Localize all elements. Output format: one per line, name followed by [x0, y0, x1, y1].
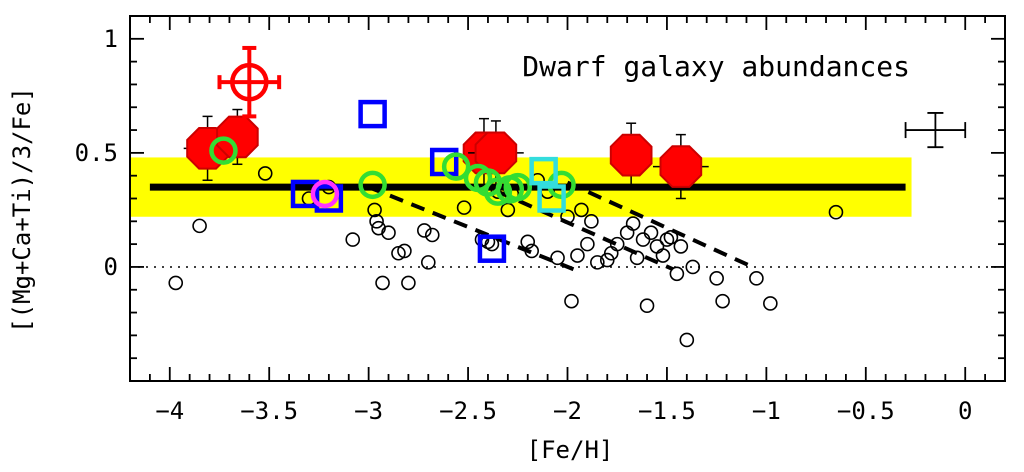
- x-tick-label: −0.5: [837, 397, 895, 425]
- axes: −4 −3.5 −3 −2.5 −2 −1.5 −1 −0.5 0 0 0.5 1: [75, 15, 1006, 425]
- data-point: [655, 248, 671, 263]
- data-point: [673, 239, 689, 254]
- data-point-square: [537, 184, 566, 213]
- data-point: [619, 225, 635, 241]
- data-point: [168, 275, 184, 291]
- data-point: [625, 216, 641, 231]
- data-point: [580, 236, 595, 252]
- data-point-octagon: [216, 115, 259, 159]
- y-tick-label: 0.5: [75, 139, 118, 167]
- x-tick-label: −2.5: [439, 397, 497, 425]
- x-tick-label: −4: [155, 397, 184, 425]
- dashed-line-3: [566, 180, 754, 269]
- data-point: [456, 200, 472, 215]
- data-point: [669, 266, 685, 282]
- data-point: [397, 243, 412, 259]
- x-axis-label: [Fe/H]: [527, 436, 614, 464]
- data-point: [763, 296, 778, 311]
- data-point: [520, 234, 536, 250]
- data-point-octagon: [659, 145, 703, 188]
- data-point-circle: [310, 179, 340, 209]
- data-marks: [168, 45, 844, 348]
- data-point: [709, 271, 724, 286]
- x-tick-label: −3: [354, 397, 383, 425]
- data-point: [524, 243, 540, 259]
- data-point-circle: [503, 172, 533, 202]
- data-point: [367, 202, 382, 218]
- chart-title: Dwarf galaxy abundances: [522, 50, 910, 83]
- data-point-square: [358, 99, 387, 129]
- data-point: [420, 255, 436, 270]
- data-point: [391, 245, 406, 261]
- data-point: [590, 255, 605, 270]
- data-point-circle: [209, 136, 238, 165]
- data-point-circle: [358, 170, 387, 200]
- x-tick-label: −1.5: [638, 397, 696, 425]
- data-point: [584, 214, 599, 229]
- data-point: [345, 232, 361, 247]
- data-point: [401, 275, 416, 291]
- data-point-circle: [441, 152, 471, 181]
- data-point: [192, 218, 207, 234]
- data-point: [257, 166, 273, 181]
- data-point: [639, 298, 655, 314]
- data-point: [564, 293, 579, 309]
- data-point: [574, 202, 589, 218]
- data-point: [679, 332, 695, 348]
- data-point: [381, 225, 396, 241]
- data-point: [643, 225, 659, 241]
- data-point: [663, 229, 679, 245]
- data-point: [560, 209, 575, 225]
- data-point: [424, 227, 440, 243]
- x-tick-label: −1: [752, 397, 781, 425]
- x-tick-label: −3.5: [240, 397, 298, 425]
- dashed-line-1: [367, 185, 575, 272]
- x-tick-label: −2: [553, 397, 582, 425]
- data-point: [609, 236, 625, 252]
- data-point: [417, 223, 432, 238]
- data-point-square: [314, 184, 344, 213]
- data-point-square: [477, 234, 507, 263]
- data-point-square: [529, 156, 558, 186]
- data-point-circle-cross: [230, 62, 269, 102]
- y-tick-label: 0: [104, 253, 118, 281]
- data-point: [635, 232, 651, 247]
- data-point: [369, 214, 384, 229]
- data-point: [715, 293, 730, 309]
- data-point-octagon: [609, 133, 653, 177]
- data-point: [570, 248, 585, 263]
- x-tick-label: 0: [958, 397, 972, 425]
- data-point: [629, 250, 645, 266]
- data-point: [685, 259, 701, 275]
- data-point: [375, 275, 390, 291]
- data-point: [550, 250, 565, 266]
- y-axis-label: [(Mg+Ca+Ti)/3/Fe]: [8, 87, 36, 333]
- dashed-line-2: [497, 189, 674, 272]
- data-point-circle: [483, 177, 513, 206]
- data-point: [749, 271, 764, 286]
- data-point: [828, 204, 844, 220]
- y-tick-label: 1: [104, 25, 118, 53]
